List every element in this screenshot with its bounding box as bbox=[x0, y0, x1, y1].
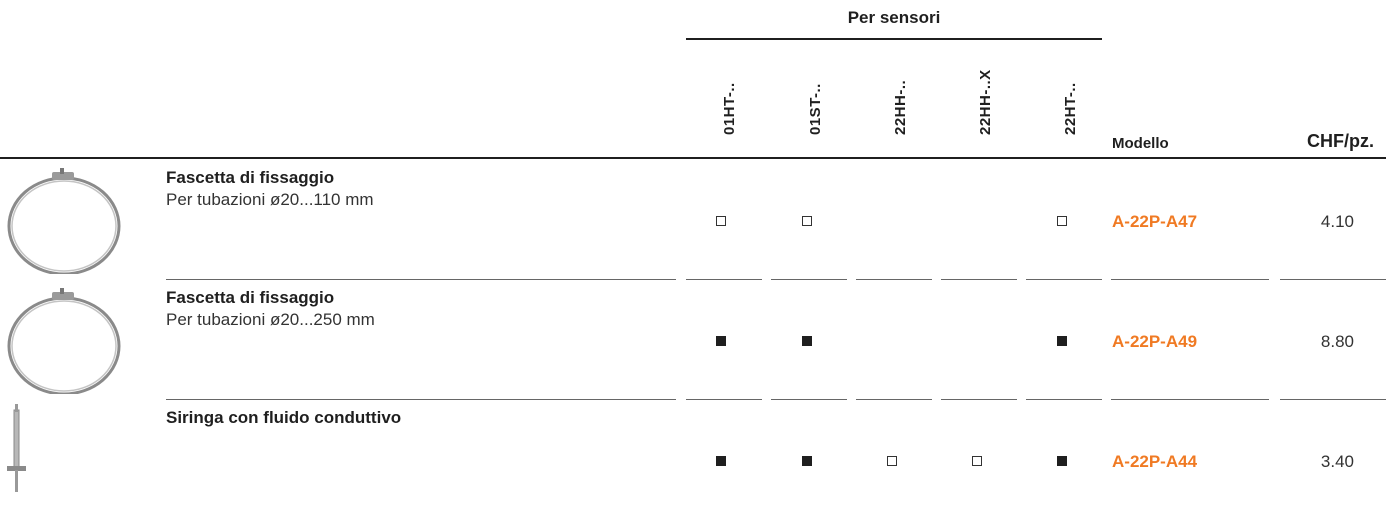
compat-open-square bbox=[716, 216, 726, 226]
column-header: 01ST-.. bbox=[792, 42, 824, 152]
column-header: 22HH-..X bbox=[962, 42, 994, 152]
row-divider bbox=[1280, 279, 1386, 280]
clamp-ring-icon bbox=[7, 288, 121, 394]
row-divider bbox=[1026, 279, 1102, 280]
column-header: 22HT-.. bbox=[1047, 42, 1079, 152]
row-divider bbox=[941, 279, 1017, 280]
row-divider bbox=[941, 399, 1017, 400]
row-divider bbox=[856, 399, 932, 400]
product-name: Siringa con fluido conduttivo bbox=[166, 408, 402, 427]
product-name: Fascetta di fissaggio bbox=[166, 168, 335, 187]
price-value: 3.40 bbox=[1320, 452, 1354, 471]
price-value: 4.10 bbox=[1320, 212, 1354, 231]
compat-open-square bbox=[972, 456, 982, 466]
table-row: Fascetta di fissaggio Per tubazioni ø20.… bbox=[0, 280, 1386, 400]
model-column-header: Modello bbox=[1112, 135, 1169, 152]
compat-filled-square bbox=[1057, 336, 1067, 346]
product-description: Per tubazioni ø20...110 mm bbox=[166, 190, 374, 209]
table-row: Fascetta di fissaggio Per tubazioni ø20.… bbox=[0, 160, 1386, 280]
row-divider bbox=[1280, 399, 1386, 400]
compat-filled-square bbox=[1057, 456, 1067, 466]
compat-filled-square bbox=[802, 456, 812, 466]
column-header-label: 01HT-.. bbox=[721, 82, 738, 135]
row-divider bbox=[686, 399, 762, 400]
row-divider bbox=[771, 399, 847, 400]
table-row: Siringa con fluido conduttivo A-22P-A44 … bbox=[0, 400, 1386, 520]
compat-open-square bbox=[1057, 216, 1067, 226]
column-header-label: 01ST-.. bbox=[807, 83, 824, 135]
model-link[interactable]: A-22P-A49 bbox=[1112, 332, 1198, 351]
model-link[interactable]: A-22P-A44 bbox=[1112, 452, 1198, 471]
column-header-label: 22HT-.. bbox=[1062, 82, 1079, 135]
row-divider bbox=[771, 279, 847, 280]
row-divider bbox=[1111, 279, 1269, 280]
row-divider bbox=[166, 279, 676, 280]
product-name: Fascetta di fissaggio bbox=[166, 288, 335, 307]
column-header-label: 22HH-.. bbox=[892, 79, 909, 135]
row-divider bbox=[166, 399, 676, 400]
compat-filled-square bbox=[716, 336, 726, 346]
clamp-ring-icon bbox=[7, 168, 121, 274]
row-divider bbox=[686, 279, 762, 280]
group-title: Per sensori bbox=[847, 8, 941, 27]
column-header: 01HT-.. bbox=[706, 42, 738, 152]
price-column-header: CHF/pz. bbox=[1307, 131, 1374, 151]
price-value: 8.80 bbox=[1320, 332, 1354, 351]
row-divider bbox=[1111, 399, 1269, 400]
row-divider bbox=[856, 279, 932, 280]
column-header-label: 22HH-..X bbox=[977, 69, 994, 135]
group-underline bbox=[686, 38, 1102, 40]
header-divider bbox=[0, 157, 1386, 159]
compat-filled-square bbox=[716, 456, 726, 466]
product-description: Per tubazioni ø20...250 mm bbox=[166, 310, 375, 329]
compat-open-square bbox=[887, 456, 897, 466]
model-link[interactable]: A-22P-A47 bbox=[1112, 212, 1198, 231]
row-divider bbox=[1026, 399, 1102, 400]
compat-open-square bbox=[802, 216, 812, 226]
column-header: 22HH-.. bbox=[877, 42, 909, 152]
compat-filled-square bbox=[802, 336, 812, 346]
syringe-icon bbox=[7, 404, 26, 492]
